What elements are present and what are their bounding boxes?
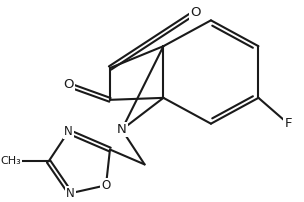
Text: N: N: [64, 125, 73, 138]
Text: F: F: [285, 117, 292, 130]
Text: O: O: [190, 6, 200, 19]
Text: O: O: [63, 78, 74, 92]
Text: N: N: [66, 187, 75, 200]
Text: CH₃: CH₃: [1, 157, 21, 166]
Text: O: O: [101, 179, 111, 192]
Text: N: N: [117, 123, 127, 136]
